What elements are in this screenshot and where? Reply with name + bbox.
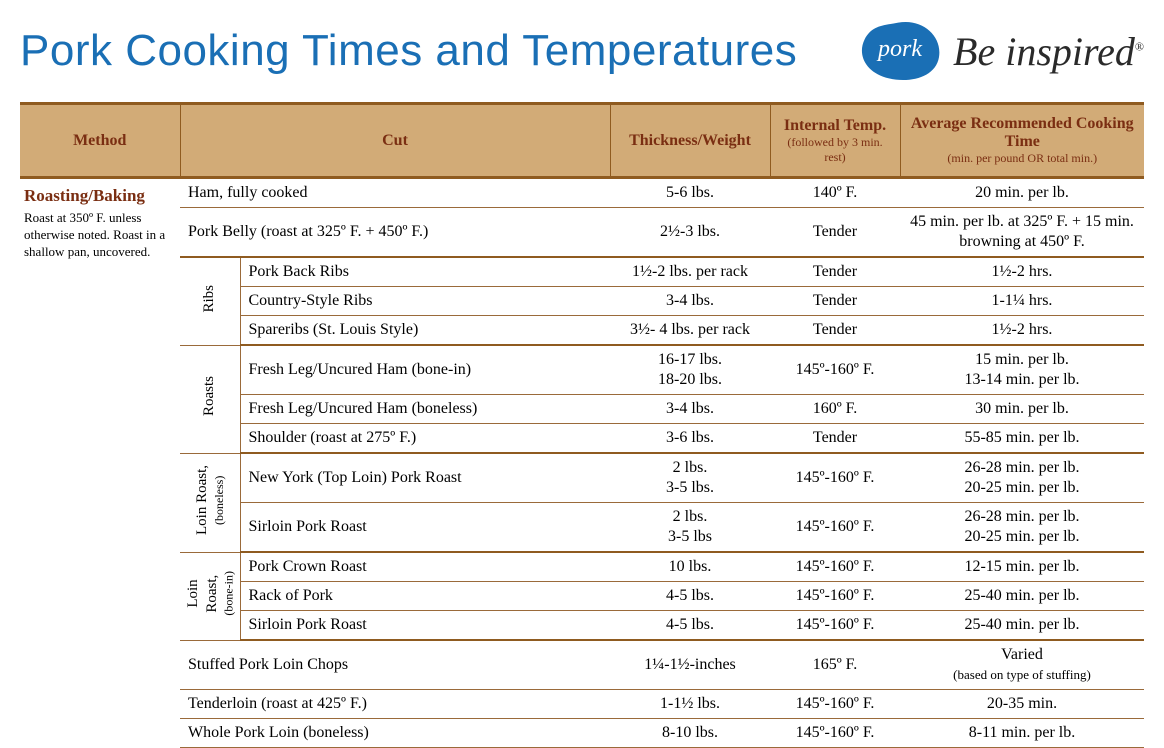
- time-cell: 20-35 min.: [900, 690, 1144, 719]
- table-row: Loin Roast,(boneless)New York (Top Loin)…: [20, 453, 1144, 503]
- group-label: Roasts: [180, 345, 240, 453]
- table-row: RoastsFresh Leg/Uncured Ham (bone-in)16-…: [20, 345, 1144, 395]
- thickness-cell: 3-4 lbs.: [610, 395, 770, 424]
- temp-cell: 160º F.: [770, 395, 900, 424]
- table-row: Whole Pork Loin (boneless)8-10 lbs.145º-…: [20, 719, 1144, 748]
- temp-cell: 140º F.: [770, 178, 900, 208]
- cut-cell: Sirloin Pork Roast: [240, 503, 610, 553]
- time-cell: 1-1¼ hrs.: [900, 287, 1144, 316]
- temp-cell: 145º-160º F.: [770, 719, 900, 748]
- method-heading: Roasting/Baking: [24, 185, 170, 206]
- temp-cell: 145º-160º F.: [770, 611, 900, 641]
- time-cell: 25-40 min. per lb.: [900, 611, 1144, 641]
- table-row: Pork Belly (roast at 325º F. + 450º F.)2…: [20, 208, 1144, 258]
- time-cell: 1½-2 hrs.: [900, 257, 1144, 287]
- time-cell: 25-40 min. per lb.: [900, 582, 1144, 611]
- cut-cell: Country-Style Ribs: [240, 287, 610, 316]
- thickness-cell: 10 lbs.: [610, 552, 770, 582]
- col-time: Average Recommended Cooking Time (min. p…: [900, 105, 1144, 178]
- pork-blob-text: pork: [878, 36, 922, 63]
- time-cell: 15 min. per lb.13-14 min. per lb.: [900, 345, 1144, 395]
- brand-logo: pork Be inspired®: [855, 20, 1144, 82]
- cut-cell: Ham, fully cooked: [180, 178, 610, 208]
- thickness-cell: 1-1½ lbs.: [610, 690, 770, 719]
- table-body: Roasting/Baking Roast at 350º F. unless …: [20, 178, 1144, 748]
- cut-cell: Pork Crown Roast: [240, 552, 610, 582]
- cut-cell: Sirloin Pork Roast: [240, 611, 610, 641]
- page-header: Pork Cooking Times and Temperatures pork…: [20, 20, 1144, 82]
- thickness-cell: 1¼-1½-inches: [610, 640, 770, 690]
- group-label: LoinRoast,(bone-in): [180, 552, 240, 640]
- time-cell: 8-11 min. per lb.: [900, 719, 1144, 748]
- thickness-cell: 3½- 4 lbs. per rack: [610, 316, 770, 346]
- thickness-cell: 2 lbs.3-5 lbs.: [610, 453, 770, 503]
- thickness-cell: 16-17 lbs.18-20 lbs.: [610, 345, 770, 395]
- temp-cell: 145º-160º F.: [770, 690, 900, 719]
- table-row: Tenderloin (roast at 425º F.)1-1½ lbs.14…: [20, 690, 1144, 719]
- thickness-cell: 4-5 lbs.: [610, 611, 770, 641]
- cut-cell: Rack of Pork: [240, 582, 610, 611]
- temp-cell: 145º-160º F.: [770, 552, 900, 582]
- temp-cell: Tender: [770, 316, 900, 346]
- temp-cell: Tender: [770, 287, 900, 316]
- temp-cell: Tender: [770, 208, 900, 258]
- col-cut: Cut: [180, 105, 610, 178]
- method-cell: Roasting/Baking Roast at 350º F. unless …: [20, 178, 180, 748]
- cut-cell: New York (Top Loin) Pork Roast: [240, 453, 610, 503]
- cut-cell: Shoulder (roast at 275º F.): [240, 424, 610, 454]
- time-cell: 1½-2 hrs.: [900, 316, 1144, 346]
- col-thickness: Thickness/Weight: [610, 105, 770, 178]
- time-cell: Varied (based on type of stuffing): [900, 640, 1144, 690]
- time-cell: 26-28 min. per lb.20-25 min. per lb.: [900, 453, 1144, 503]
- thickness-cell: 5-6 lbs.: [610, 178, 770, 208]
- thickness-cell: 4-5 lbs.: [610, 582, 770, 611]
- page-title: Pork Cooking Times and Temperatures: [20, 26, 797, 76]
- cut-cell: Fresh Leg/Uncured Ham (bone-in): [240, 345, 610, 395]
- cut-cell: Tenderloin (roast at 425º F.): [180, 690, 610, 719]
- table-row: RibsPork Back Ribs1½-2 lbs. per rackTend…: [20, 257, 1144, 287]
- be-inspired-text: Be inspired®: [953, 28, 1144, 75]
- temp-cell: 145º-160º F.: [770, 503, 900, 553]
- table-row: Stuffed Pork Loin Chops1¼-1½-inches165º …: [20, 640, 1144, 690]
- cut-cell: Pork Back Ribs: [240, 257, 610, 287]
- cooking-table: Method Cut Thickness/Weight Internal Tem…: [20, 105, 1144, 748]
- thickness-cell: 8-10 lbs.: [610, 719, 770, 748]
- temp-cell: Tender: [770, 424, 900, 454]
- method-note: Roast at 350º F. unless otherwise noted.…: [24, 210, 170, 261]
- col-temp: Internal Temp. (followed by 3 min. rest): [770, 105, 900, 178]
- pork-blob-icon: pork: [855, 20, 945, 82]
- time-cell: 30 min. per lb.: [900, 395, 1144, 424]
- temp-cell: 145º-160º F.: [770, 345, 900, 395]
- time-cell: 26-28 min. per lb.20-25 min. per lb.: [900, 503, 1144, 553]
- table-row: Roasting/Baking Roast at 350º F. unless …: [20, 178, 1144, 208]
- col-method: Method: [20, 105, 180, 178]
- thickness-cell: 2 lbs.3-5 lbs: [610, 503, 770, 553]
- cut-cell: Stuffed Pork Loin Chops: [180, 640, 610, 690]
- time-cell: 20 min. per lb.: [900, 178, 1144, 208]
- cut-cell: Fresh Leg/Uncured Ham (boneless): [240, 395, 610, 424]
- temp-cell: Tender: [770, 257, 900, 287]
- time-cell: 12-15 min. per lb.: [900, 552, 1144, 582]
- time-cell: 45 min. per lb. at 325º F. + 15 min. bro…: [900, 208, 1144, 258]
- time-cell: 55-85 min. per lb.: [900, 424, 1144, 454]
- cut-cell: Whole Pork Loin (boneless): [180, 719, 610, 748]
- temp-cell: 145º-160º F.: [770, 453, 900, 503]
- cooking-table-wrap: Method Cut Thickness/Weight Internal Tem…: [20, 102, 1144, 748]
- cut-cell: Spareribs (St. Louis Style): [240, 316, 610, 346]
- thickness-cell: 3-6 lbs.: [610, 424, 770, 454]
- group-label: Ribs: [180, 257, 240, 345]
- thickness-cell: 1½-2 lbs. per rack: [610, 257, 770, 287]
- table-head: Method Cut Thickness/Weight Internal Tem…: [20, 105, 1144, 178]
- temp-cell: 165º F.: [770, 640, 900, 690]
- table-row: LoinRoast,(bone-in)Pork Crown Roast10 lb…: [20, 552, 1144, 582]
- thickness-cell: 3-4 lbs.: [610, 287, 770, 316]
- temp-cell: 145º-160º F.: [770, 582, 900, 611]
- group-label: Loin Roast,(boneless): [180, 453, 240, 552]
- cut-cell: Pork Belly (roast at 325º F. + 450º F.): [180, 208, 610, 258]
- thickness-cell: 2½-3 lbs.: [610, 208, 770, 258]
